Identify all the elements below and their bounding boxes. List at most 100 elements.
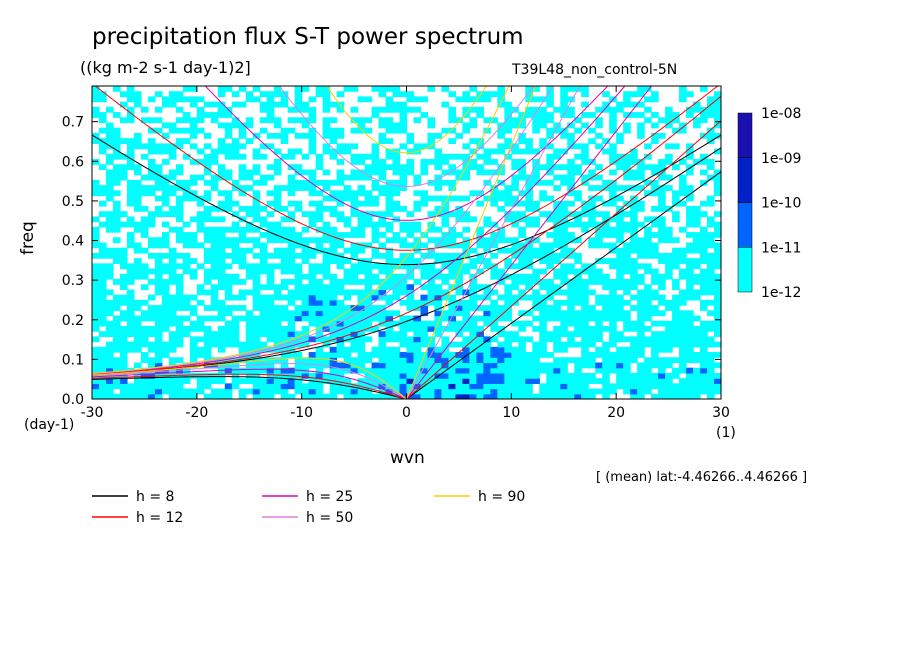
spectrum-cell (497, 247, 505, 254)
spectrum-cell (602, 299, 610, 306)
spectrum-cell (595, 232, 603, 238)
spectrum-cell (462, 383, 470, 390)
spectrum-cell (616, 279, 624, 285)
spectrum-cell (315, 179, 324, 186)
spectrum-cell (525, 143, 533, 150)
spectrum-cell (385, 284, 394, 291)
spectrum-cell (623, 91, 631, 98)
spectrum-cell (672, 263, 680, 270)
spectrum-cell (294, 273, 303, 280)
spectrum-cell (623, 378, 631, 384)
spectrum-cell (420, 143, 429, 150)
spectrum-cell (112, 174, 121, 181)
spectrum-cell (147, 127, 156, 134)
spectrum-cell (217, 268, 226, 275)
spectrum-cell (154, 289, 163, 296)
spectrum-cell (665, 143, 673, 150)
spectrum-cell (616, 216, 624, 223)
spectrum-cell (616, 159, 624, 165)
spectrum-cell (448, 138, 457, 144)
spectrum-cell (658, 117, 666, 124)
spectrum-cell (665, 331, 673, 337)
spectrum-cell (581, 325, 589, 332)
spectrum-cell (357, 226, 366, 233)
spectrum-cell (245, 263, 254, 270)
spectrum-cell (126, 388, 135, 395)
spectrum-cell (287, 211, 296, 218)
spectrum-cell (217, 237, 226, 244)
spectrum-cell (602, 372, 610, 379)
spectrum-cell (553, 393, 561, 399)
spectrum-cell (588, 185, 596, 191)
spectrum-cell (686, 310, 694, 317)
spectrum-cell (546, 352, 554, 358)
spectrum-cell (609, 106, 617, 113)
spectrum-cell (322, 378, 331, 384)
spectrum-cell (595, 221, 603, 228)
spectrum-cell (672, 294, 680, 301)
spectrum-cell (329, 325, 338, 332)
spectrum-cell (252, 273, 261, 280)
spectrum-cell (203, 305, 212, 311)
spectrum-cell (329, 279, 338, 285)
spectrum-cell (294, 164, 303, 171)
spectrum-cell (644, 388, 652, 395)
spectrum-cell (553, 336, 561, 343)
spectrum-cell (203, 101, 212, 108)
spectrum-cell (651, 268, 659, 275)
spectrum-cell (560, 263, 568, 270)
spectrum-cell (441, 315, 450, 322)
spectrum-cell (399, 357, 408, 364)
spectrum-cell (455, 174, 464, 181)
spectrum-cell (630, 148, 638, 155)
spectrum-cell (259, 393, 268, 399)
spectrum-cell (259, 216, 268, 223)
spectrum-cell (448, 388, 457, 395)
spectrum-cell (92, 252, 100, 259)
spectrum-cell (385, 106, 394, 113)
spectrum-cell (483, 372, 491, 379)
spectrum-cell (280, 96, 289, 103)
spectrum-cell (392, 279, 401, 285)
spectrum-cell (693, 106, 701, 113)
spectrum-cell (532, 279, 540, 285)
spectrum-cell (714, 273, 721, 280)
spectrum-cell (476, 242, 484, 249)
spectrum-cell (602, 179, 610, 186)
spectrum-cell (553, 221, 561, 228)
spectrum-cell (322, 91, 331, 98)
spectrum-cell (175, 106, 184, 113)
spectrum-cell (203, 153, 212, 160)
spectrum-cell (364, 273, 373, 280)
spectrum-cell (126, 117, 135, 124)
spectrum-cell (217, 263, 226, 270)
spectrum-cell (308, 106, 317, 113)
spectrum-cell (651, 346, 659, 353)
spectrum-cell (140, 383, 149, 390)
spectrum-cell (161, 279, 170, 285)
spectrum-cell (413, 242, 422, 249)
spectrum-cell (434, 284, 443, 291)
spectrum-cell (518, 294, 526, 301)
spectrum-cell (532, 252, 540, 259)
spectrum-cell (714, 252, 721, 259)
spectrum-cell (441, 378, 450, 384)
spectrum-cell (630, 237, 638, 244)
spectrum-cell (630, 169, 638, 176)
spectrum-cell (217, 346, 226, 353)
spectrum-cell (98, 117, 107, 124)
spectrum-cell (504, 346, 512, 353)
spectrum-cell (616, 226, 624, 233)
spectrum-cell (259, 310, 268, 317)
spectrum-cell (455, 132, 464, 139)
spectrum-cell (315, 205, 324, 212)
spectrum-cell (504, 185, 512, 191)
spectrum-cell (637, 273, 645, 280)
spectrum-cell (294, 315, 303, 322)
spectrum-cell (119, 252, 128, 259)
spectrum-cell (168, 268, 177, 275)
spectrum-cell (630, 320, 638, 327)
spectrum-cell (560, 127, 568, 134)
spectrum-cell (175, 216, 184, 223)
spectrum-cell (336, 310, 345, 317)
